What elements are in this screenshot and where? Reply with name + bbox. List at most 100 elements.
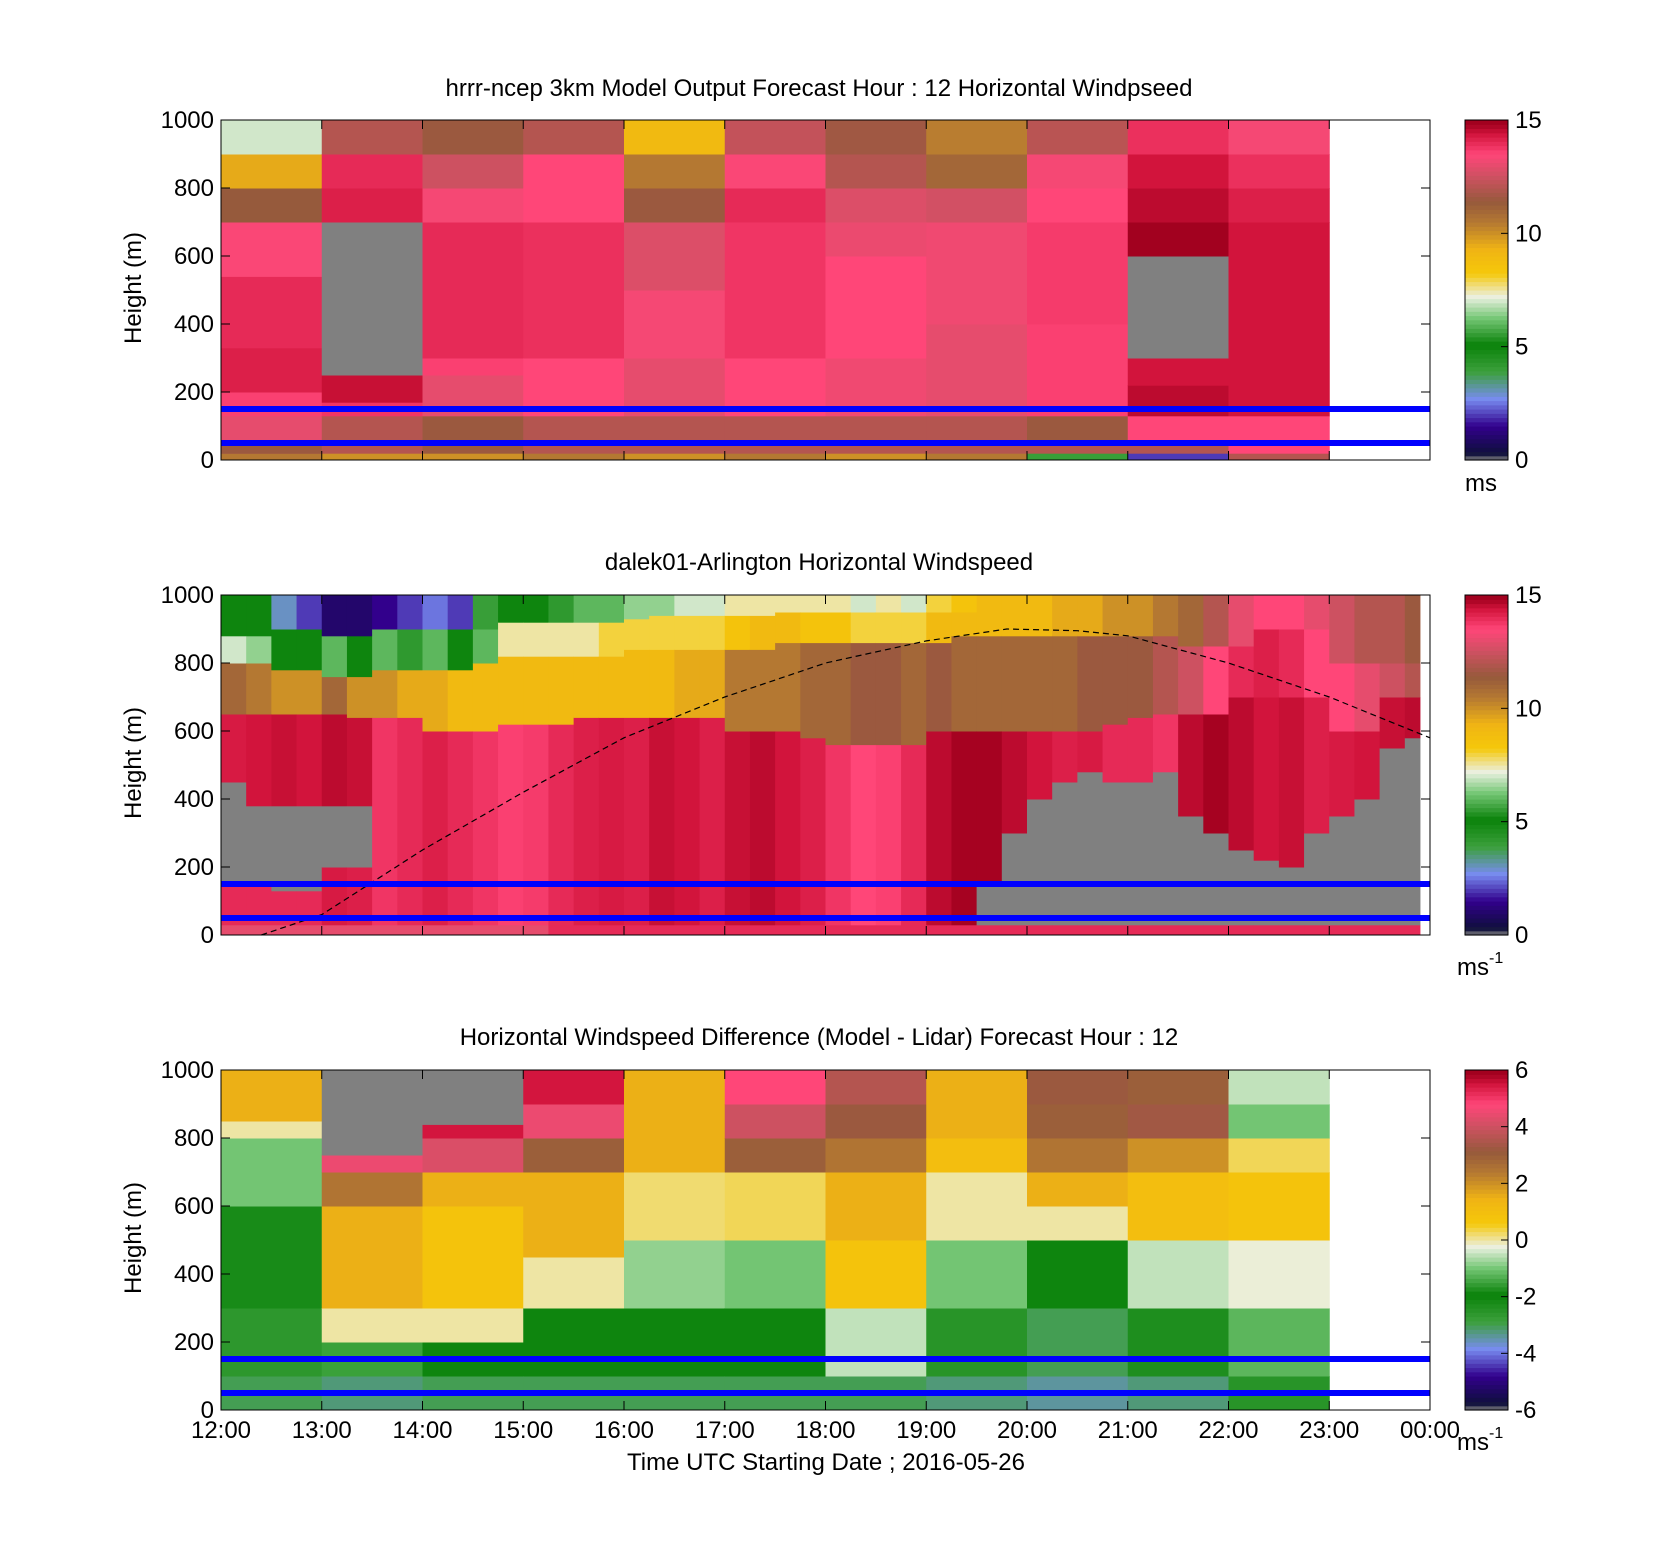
heatmap-cell — [498, 656, 524, 725]
heatmap-cell — [372, 717, 398, 926]
heatmap-cell — [624, 595, 650, 620]
colorbar-segment — [1465, 867, 1508, 872]
lidar-panel: dalek01-Arlington Horizontal Windspeed H… — [120, 549, 1542, 981]
colorbar-unit: ms — [1465, 470, 1497, 497]
heatmap-cell — [422, 595, 449, 630]
colorbar-segment — [1465, 739, 1508, 745]
heatmap-cell — [422, 731, 449, 926]
heatmap-cell — [1354, 924, 1381, 936]
x-axis-label: Time UTC Starting Date ; 2016-05-26 — [627, 1449, 1025, 1476]
heatmap-cell — [397, 924, 423, 936]
colorbar-segment — [1465, 409, 1508, 414]
heatmap-cell — [271, 669, 298, 715]
heatmap-cell — [498, 924, 524, 936]
colorbar-tick-label: -6 — [1515, 1397, 1536, 1424]
heatmap-cell — [1127, 1138, 1229, 1173]
heatmap-cell — [523, 453, 625, 461]
heatmap-cell — [1304, 697, 1330, 834]
heatmap-cell — [825, 924, 852, 936]
colorbar-segment — [1465, 688, 1508, 694]
heatmap-cell — [850, 744, 877, 926]
colorbar-segment — [1465, 273, 1508, 278]
heatmap-cell — [825, 1138, 927, 1173]
colorbar-segment — [1465, 404, 1508, 410]
colorbar-segment — [1465, 1401, 1508, 1407]
heatmap-cell — [523, 1070, 625, 1105]
heatmap-cell — [1253, 860, 1280, 926]
colorbar-segment — [1465, 845, 1508, 851]
colorbar-segment — [1465, 1359, 1508, 1364]
heatmap-cell — [321, 188, 423, 223]
heatmap-cell — [1027, 453, 1129, 461]
heatmap-cell — [1404, 737, 1421, 926]
heatmap-cell — [1329, 595, 1355, 664]
colorbar-segment — [1465, 353, 1508, 359]
heatmap-cell — [901, 595, 927, 613]
colorbar-segment — [1465, 1070, 1508, 1075]
heatmap-cell — [1228, 1070, 1330, 1105]
heatmap-cell — [573, 595, 600, 623]
colorbar-segment — [1465, 803, 1508, 809]
heatmap-cell — [674, 595, 701, 616]
colorbar-segment — [1465, 1376, 1508, 1381]
heatmap-cell — [800, 612, 826, 644]
colorbar-segment — [1465, 154, 1508, 159]
colorbar-segment — [1465, 230, 1508, 236]
y-tick-label: 800 — [174, 650, 214, 677]
heatmap-cell — [850, 642, 877, 746]
colorbar-segment — [1465, 209, 1508, 215]
colorbar-segment — [1465, 607, 1508, 613]
heatmap-cell — [346, 635, 373, 678]
colorbar-segment — [1465, 1155, 1508, 1160]
heatmap-cell — [624, 154, 726, 189]
heatmap-cell — [1152, 924, 1179, 936]
colorbar-segment — [1465, 1091, 1508, 1097]
heatmap-cell — [976, 731, 1003, 882]
colorbar-segment — [1465, 701, 1508, 707]
y-axis-label: Height (m) — [120, 1182, 147, 1294]
heatmap-cell — [624, 120, 726, 155]
y-tick-label: 200 — [174, 1329, 214, 1356]
colorbar-segment — [1465, 379, 1508, 385]
heatmap-cell — [724, 649, 751, 732]
heatmap-cell — [624, 618, 650, 650]
heatmap-cell — [573, 622, 600, 657]
colorbar-segment — [1465, 256, 1508, 261]
heatmap-cell — [1127, 1240, 1229, 1309]
heatmap-cell — [321, 453, 423, 461]
x-tick-label: 16:00 — [594, 1417, 654, 1444]
heatmap-cell — [321, 222, 423, 376]
colorbar-segment — [1465, 1342, 1508, 1347]
heatmap-cell — [875, 612, 902, 644]
heatmap-cell — [1127, 453, 1229, 461]
colorbar-unit: ms-1 — [1457, 1425, 1503, 1456]
heatmap-cell — [1077, 595, 1104, 637]
heatmap-cell — [1178, 924, 1204, 936]
heatmap-cell — [1127, 256, 1229, 359]
panel-title: Horizontal Windspeed Difference (Model -… — [460, 1024, 1179, 1051]
colorbar-segment — [1465, 1371, 1508, 1377]
heatmap-cell — [422, 1172, 524, 1207]
colorbar-segment — [1465, 455, 1508, 461]
heatmap-cell — [246, 924, 272, 936]
colorbar-segment — [1465, 1142, 1508, 1148]
colorbar-segment — [1465, 841, 1508, 847]
colorbar-segment — [1465, 816, 1508, 821]
x-tick-label: 12:00 — [191, 1417, 251, 1444]
colorbar-segment — [1465, 171, 1508, 176]
heatmap-cell — [1203, 714, 1229, 834]
colorbar-segment — [1465, 1299, 1508, 1305]
colorbar-segment — [1465, 1223, 1508, 1228]
heatmap-cell — [1127, 358, 1229, 386]
colorbar-segment — [1465, 1082, 1508, 1088]
colorbar-segment — [1465, 1206, 1508, 1211]
heatmap-cell — [296, 805, 323, 892]
heatmap-cell — [1127, 635, 1154, 718]
heatmap-cell — [825, 1240, 927, 1309]
heatmap-cell — [523, 1308, 625, 1377]
colorbar-segment — [1465, 1397, 1508, 1403]
heatmap-cell — [422, 188, 524, 223]
colorbar-segment — [1465, 345, 1508, 351]
heatmap-cell — [926, 188, 1028, 223]
